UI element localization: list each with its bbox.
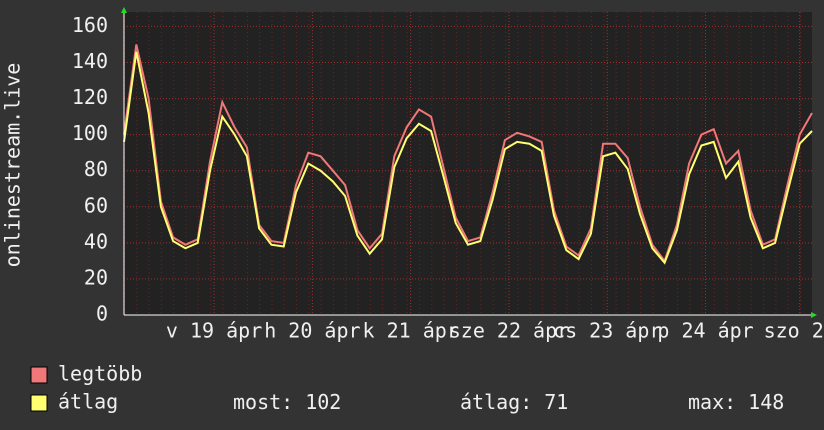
minor-grid: [124, 12, 812, 315]
legend-label: legtöbb: [58, 362, 142, 386]
y-tick-label: 140: [72, 49, 108, 73]
legend-swatch: [30, 394, 48, 412]
y-tick-label: 60: [84, 193, 108, 217]
x-tick-label: szo 25: [764, 319, 824, 343]
stat-label: max:: [688, 390, 736, 414]
legend: legtöbb átlag most: 102 átlag: 71 max: 148: [30, 362, 784, 414]
x-tick-label: v 19 ápr: [166, 319, 262, 343]
x-tick-label: h 20 ápr: [264, 319, 360, 343]
series-line: [123, 44, 813, 264]
stat-value: 148: [748, 390, 784, 414]
stat: most: 102: [233, 390, 341, 414]
marks: [123, 12, 813, 316]
x-tick-label: p 24 ápr: [657, 319, 753, 343]
y-arrow: [121, 7, 127, 13]
y-tick-label: 40: [84, 229, 108, 253]
stat: átlag: 71: [460, 390, 568, 414]
stat-label: átlag:: [460, 390, 532, 414]
y-tick-label: 120: [72, 85, 108, 109]
stat: max: 148: [688, 390, 784, 414]
x-tick-label: sze 22 ápr: [449, 319, 569, 343]
legend-swatch: [30, 366, 48, 384]
stat-value: 102: [305, 390, 341, 414]
legend-label: átlag: [58, 390, 118, 414]
y-tick-label: 20: [84, 265, 108, 289]
series-line: [123, 51, 813, 265]
y-tick-label: 80: [84, 157, 108, 181]
x-tick-label: cs 23 ápr: [553, 319, 661, 343]
x-arrow: [811, 312, 817, 318]
y-tick-label: 0: [96, 302, 108, 326]
stat-label: most:: [233, 390, 293, 414]
y-tick-label: 100: [72, 121, 108, 145]
x-tick-label: k 21 ápr: [363, 319, 459, 343]
stat-value: 71: [544, 390, 568, 414]
y-tick-label: 160: [72, 13, 108, 37]
y-axis-label: onlinestream.live: [1, 63, 25, 268]
